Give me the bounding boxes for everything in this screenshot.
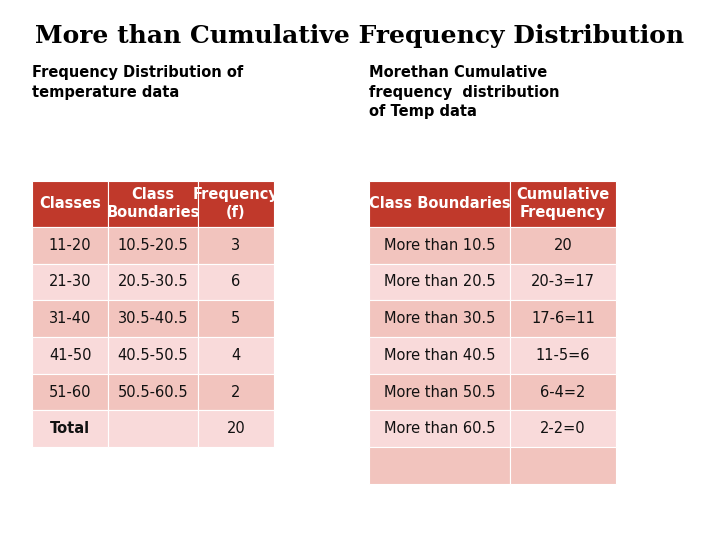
FancyBboxPatch shape xyxy=(198,264,274,300)
Text: 51-60: 51-60 xyxy=(49,384,91,400)
FancyBboxPatch shape xyxy=(32,300,108,337)
FancyBboxPatch shape xyxy=(108,181,198,227)
FancyBboxPatch shape xyxy=(108,337,198,374)
FancyBboxPatch shape xyxy=(369,264,510,300)
FancyBboxPatch shape xyxy=(510,337,616,374)
Text: Frequency Distribution of
temperature data: Frequency Distribution of temperature da… xyxy=(32,65,243,99)
FancyBboxPatch shape xyxy=(198,410,274,447)
Text: Total: Total xyxy=(50,421,90,436)
FancyBboxPatch shape xyxy=(510,264,616,300)
FancyBboxPatch shape xyxy=(32,264,108,300)
FancyBboxPatch shape xyxy=(510,410,616,447)
Text: 11-20: 11-20 xyxy=(49,238,91,253)
FancyBboxPatch shape xyxy=(369,410,510,447)
Text: More than 50.5: More than 50.5 xyxy=(384,384,495,400)
Text: 41-50: 41-50 xyxy=(49,348,91,363)
Text: More than 20.5: More than 20.5 xyxy=(384,274,495,289)
FancyBboxPatch shape xyxy=(198,227,274,264)
FancyBboxPatch shape xyxy=(510,300,616,337)
Text: 6-4=2: 6-4=2 xyxy=(540,384,586,400)
FancyBboxPatch shape xyxy=(198,337,274,374)
FancyBboxPatch shape xyxy=(108,300,198,337)
Text: 31-40: 31-40 xyxy=(49,311,91,326)
FancyBboxPatch shape xyxy=(32,181,108,227)
Text: 20.5-30.5: 20.5-30.5 xyxy=(117,274,189,289)
FancyBboxPatch shape xyxy=(510,227,616,264)
FancyBboxPatch shape xyxy=(32,374,108,410)
Text: 10.5-20.5: 10.5-20.5 xyxy=(117,238,189,253)
FancyBboxPatch shape xyxy=(108,227,198,264)
Text: 3: 3 xyxy=(231,238,240,253)
Text: 30.5-40.5: 30.5-40.5 xyxy=(118,311,188,326)
FancyBboxPatch shape xyxy=(369,447,510,484)
Text: More than 40.5: More than 40.5 xyxy=(384,348,495,363)
Text: More than Cumulative Frequency Distribution: More than Cumulative Frequency Distribut… xyxy=(35,24,685,48)
Text: 21-30: 21-30 xyxy=(49,274,91,289)
Text: 6: 6 xyxy=(231,274,240,289)
Text: 2: 2 xyxy=(231,384,240,400)
Text: 5: 5 xyxy=(231,311,240,326)
Text: Frequency
(f): Frequency (f) xyxy=(193,187,279,220)
Text: 17-6=11: 17-6=11 xyxy=(531,311,595,326)
FancyBboxPatch shape xyxy=(510,374,616,410)
FancyBboxPatch shape xyxy=(198,181,274,227)
Text: More than 30.5: More than 30.5 xyxy=(384,311,495,326)
FancyBboxPatch shape xyxy=(32,227,108,264)
FancyBboxPatch shape xyxy=(198,300,274,337)
Text: Classes: Classes xyxy=(40,197,101,211)
Text: 20: 20 xyxy=(226,421,246,436)
FancyBboxPatch shape xyxy=(108,410,198,447)
Text: 50.5-60.5: 50.5-60.5 xyxy=(117,384,189,400)
Text: Class Boundaries: Class Boundaries xyxy=(369,197,510,211)
FancyBboxPatch shape xyxy=(369,181,510,227)
FancyBboxPatch shape xyxy=(32,410,108,447)
Text: More than 60.5: More than 60.5 xyxy=(384,421,495,436)
FancyBboxPatch shape xyxy=(369,337,510,374)
FancyBboxPatch shape xyxy=(198,374,274,410)
Text: Cumulative
Frequency: Cumulative Frequency xyxy=(516,187,610,220)
FancyBboxPatch shape xyxy=(510,181,616,227)
Text: 2-2=0: 2-2=0 xyxy=(540,421,586,436)
FancyBboxPatch shape xyxy=(369,374,510,410)
Text: Morethan Cumulative
frequency  distribution
of Temp data: Morethan Cumulative frequency distributi… xyxy=(369,65,560,119)
Text: 11-5=6: 11-5=6 xyxy=(536,348,590,363)
Text: Class
Boundaries: Class Boundaries xyxy=(107,187,199,220)
Text: More than 10.5: More than 10.5 xyxy=(384,238,495,253)
FancyBboxPatch shape xyxy=(369,227,510,264)
FancyBboxPatch shape xyxy=(32,337,108,374)
Text: 20: 20 xyxy=(554,238,572,253)
Text: 4: 4 xyxy=(231,348,240,363)
Text: 20-3=17: 20-3=17 xyxy=(531,274,595,289)
Text: 40.5-50.5: 40.5-50.5 xyxy=(117,348,189,363)
FancyBboxPatch shape xyxy=(369,300,510,337)
FancyBboxPatch shape xyxy=(108,374,198,410)
FancyBboxPatch shape xyxy=(108,264,198,300)
FancyBboxPatch shape xyxy=(510,447,616,484)
